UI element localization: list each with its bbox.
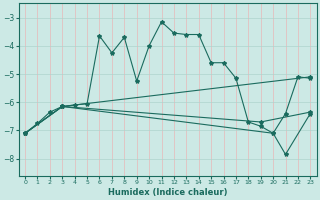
X-axis label: Humidex (Indice chaleur): Humidex (Indice chaleur): [108, 188, 228, 197]
